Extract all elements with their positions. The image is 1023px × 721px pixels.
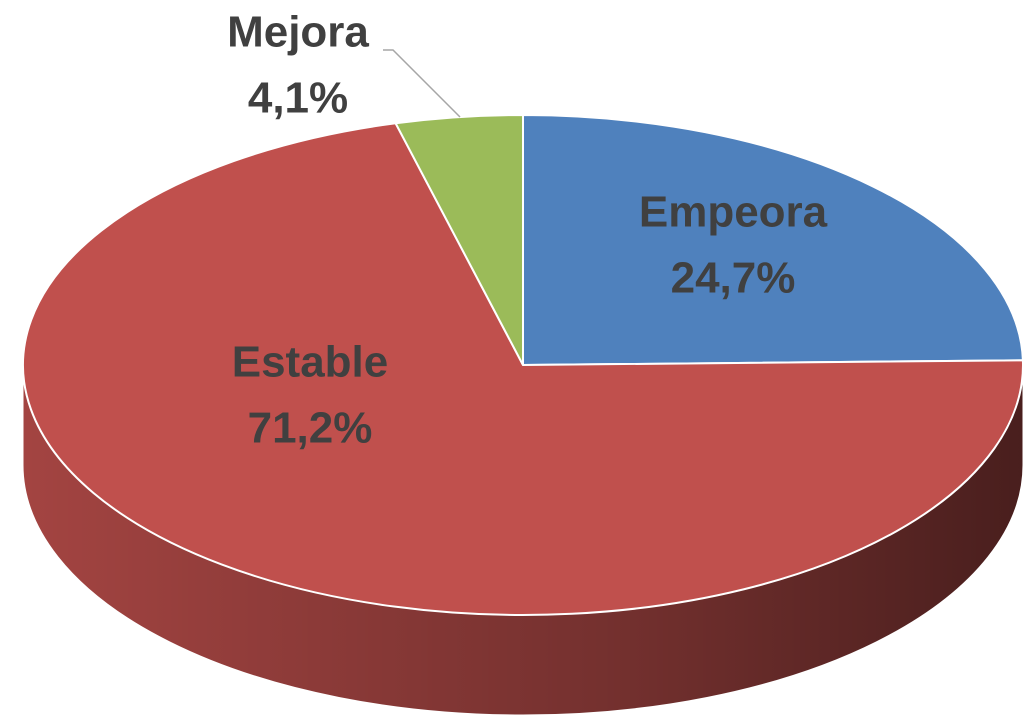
slice-label: Estable — [232, 338, 389, 387]
slice — [522, 113, 1023, 367]
slice-label: Mejora — [227, 8, 369, 57]
slice-value-label: 71,2% — [248, 404, 373, 453]
slice — [394, 113, 524, 366]
leader-line — [383, 49, 461, 118]
slice — [22, 122, 1023, 617]
slice-value-label: 4,1% — [248, 74, 348, 123]
slice-label: Empeora — [639, 188, 828, 237]
slice-value-label: 24,7% — [671, 254, 796, 303]
